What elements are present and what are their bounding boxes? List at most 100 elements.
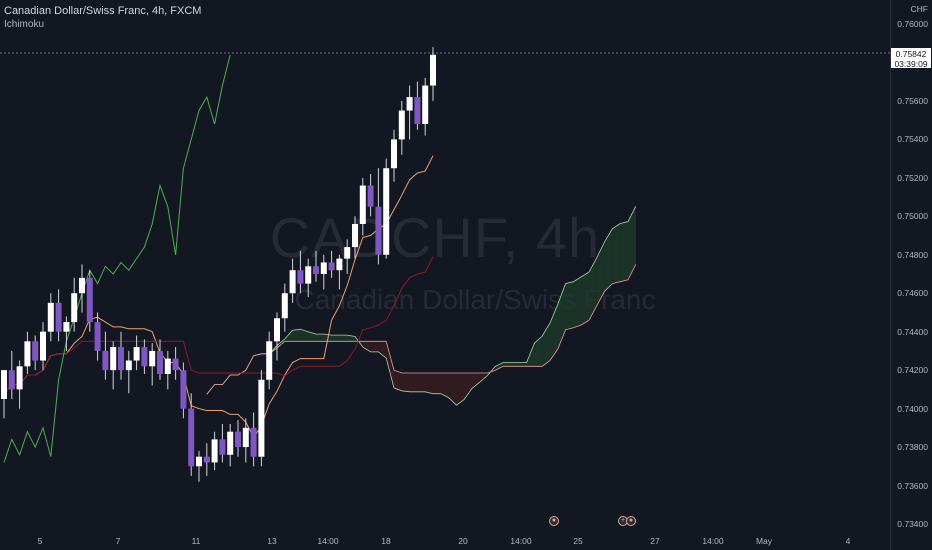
cloud-segment xyxy=(284,330,293,342)
cloud-segment xyxy=(612,223,621,284)
candle[interactable] xyxy=(196,450,202,482)
candle[interactable] xyxy=(305,258,312,298)
candle[interactable] xyxy=(16,360,23,409)
candle[interactable] xyxy=(149,343,156,386)
candle[interactable] xyxy=(328,250,335,278)
candle-body xyxy=(391,139,397,169)
candle[interactable] xyxy=(125,350,132,394)
candle[interactable] xyxy=(172,347,179,380)
candle[interactable] xyxy=(180,362,187,419)
time-tick: 7 xyxy=(115,536,121,546)
candle[interactable] xyxy=(47,293,54,342)
price-tick: 0.73400 xyxy=(897,519,928,529)
candle[interactable] xyxy=(55,289,62,342)
candle[interactable] xyxy=(289,258,296,303)
candle[interactable] xyxy=(133,335,140,371)
candle[interactable] xyxy=(414,81,421,130)
candle-body xyxy=(79,277,85,294)
cloud-segment xyxy=(277,338,285,349)
candle-body xyxy=(336,258,343,271)
cloud-segment xyxy=(479,373,488,383)
price-scale[interactable]: CHF 0.760000.758000.756000.754000.752000… xyxy=(890,0,932,550)
candle[interactable] xyxy=(391,129,397,182)
candle[interactable] xyxy=(406,85,413,140)
tenkan-line xyxy=(3,155,434,439)
event-icon[interactable]: ● xyxy=(626,516,636,526)
candle[interactable] xyxy=(94,312,101,361)
cloud-segment xyxy=(573,276,582,328)
candle[interactable] xyxy=(367,174,374,217)
candle-body xyxy=(422,85,429,124)
candle[interactable] xyxy=(8,350,15,399)
candle[interactable] xyxy=(219,424,226,463)
candle-body xyxy=(164,358,171,374)
cloud-segment xyxy=(448,373,457,406)
candle[interactable] xyxy=(79,264,85,313)
candle[interactable] xyxy=(63,316,70,351)
cloud-segment xyxy=(362,341,371,352)
chart-canvas[interactable]: Canadian Dollar/Swiss Franc, 4h, FXCM Ic… xyxy=(0,0,890,550)
candle[interactable] xyxy=(344,239,351,274)
cloud-segment xyxy=(386,341,394,388)
candle[interactable] xyxy=(71,277,78,332)
candle[interactable] xyxy=(164,350,171,390)
symbol-title[interactable]: Canadian Dollar/Swiss Franc, 4h, FXCM xyxy=(4,5,202,17)
candle-body xyxy=(359,185,366,224)
candle[interactable] xyxy=(24,331,31,374)
event-icon[interactable]: ● xyxy=(549,516,559,526)
candle[interactable] xyxy=(313,250,319,282)
cloud-segment xyxy=(628,206,636,280)
price-tick: 0.76000 xyxy=(897,19,928,29)
candle-body xyxy=(24,341,31,367)
candle[interactable] xyxy=(336,254,343,290)
price-tick: 0.75200 xyxy=(897,172,928,183)
candle-body xyxy=(94,322,101,351)
candle[interactable] xyxy=(375,168,382,265)
price-tick: 0.74800 xyxy=(897,249,928,260)
candle[interactable] xyxy=(102,331,109,380)
time-tick: 18 xyxy=(381,536,391,546)
candle[interactable] xyxy=(430,47,436,101)
candle[interactable] xyxy=(297,250,304,294)
cloud-segment xyxy=(518,362,527,367)
candle[interactable] xyxy=(242,418,249,463)
candle[interactable] xyxy=(227,424,234,467)
candle-body xyxy=(1,370,7,399)
chart-plot[interactable] xyxy=(0,0,890,550)
candle[interactable] xyxy=(258,370,265,467)
price-tick: 0.74000 xyxy=(897,403,928,414)
cloud-segment xyxy=(534,336,543,367)
candle[interactable] xyxy=(86,270,93,332)
candle[interactable] xyxy=(281,283,288,332)
indicator-label[interactable]: Ichimoku xyxy=(4,19,45,30)
candle[interactable] xyxy=(266,331,273,390)
candle[interactable] xyxy=(398,100,405,155)
candle[interactable] xyxy=(352,216,358,259)
candle[interactable] xyxy=(32,335,39,371)
candle[interactable] xyxy=(188,393,195,476)
candle-body xyxy=(414,97,421,124)
candle[interactable] xyxy=(383,158,390,259)
candle[interactable] xyxy=(40,322,46,371)
candle[interactable] xyxy=(422,77,429,136)
price-tick: 0.74200 xyxy=(897,365,928,376)
candle-body xyxy=(235,431,241,448)
candle[interactable] xyxy=(359,177,366,236)
candle[interactable] xyxy=(320,254,327,290)
candle-body xyxy=(367,185,374,207)
candle[interactable] xyxy=(211,431,218,471)
candle[interactable] xyxy=(110,341,117,390)
candle[interactable] xyxy=(274,312,280,361)
candle[interactable] xyxy=(141,339,148,374)
candle-body xyxy=(219,439,226,455)
candle-body xyxy=(110,347,117,371)
cloud-segment xyxy=(378,341,387,359)
candle[interactable] xyxy=(157,339,163,380)
candle[interactable] xyxy=(118,331,124,380)
candle[interactable] xyxy=(1,370,7,419)
currency-label: CHF xyxy=(910,4,928,14)
candle[interactable] xyxy=(250,412,257,467)
candle[interactable] xyxy=(203,443,210,476)
candle[interactable] xyxy=(235,420,241,457)
kijun-line xyxy=(3,256,434,395)
